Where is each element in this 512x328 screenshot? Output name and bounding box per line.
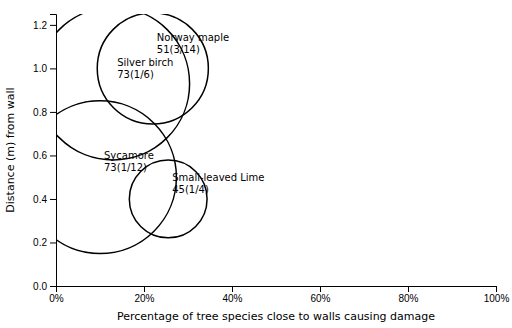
y-axis-title: Distance (m) from wall: [4, 87, 17, 212]
point-annotation: 73(1/12): [104, 162, 147, 173]
y-tick-label: 0.2: [33, 237, 47, 248]
y-tick-mark: [50, 155, 56, 156]
x-tick-mark: [496, 286, 497, 292]
y-tick-label: 0.0: [33, 281, 47, 292]
y-tick: 0.6: [33, 150, 56, 161]
point-annotation: 45(1/4): [172, 184, 209, 195]
point-label: Sycamore73(1/12): [104, 150, 154, 173]
y-axis-line: [50, 15, 57, 287]
x-axis-line: [57, 287, 497, 293]
x-tick-label: 100%: [484, 293, 510, 304]
bubble: [97, 14, 208, 124]
x-tick: 40%: [222, 286, 242, 304]
x-tick-mark: [408, 286, 409, 292]
y-tick-mark: [50, 68, 56, 69]
point-annotation: 51(3/14): [157, 44, 200, 55]
plot: 0% 20% 40% 60% 80% 100% 0.0 0.2 0.4 0.6 0.8 1.0 1.2 S…: [24, 7, 510, 304]
y-tick-mark: [50, 25, 56, 26]
x-tick: 60%: [310, 286, 330, 304]
x-tick-label: 20%: [134, 293, 154, 304]
y-tick-mark: [50, 242, 56, 243]
point-name: Norway maple: [157, 32, 229, 43]
labels: Silver birch73(1/6)Norway maple51(3/14)S…: [104, 32, 264, 195]
point-label: Small-leaved Lime45(1/4): [172, 172, 264, 195]
y-tick: 1.2: [33, 20, 56, 31]
point-label: Norway maple51(3/14): [157, 32, 229, 55]
y-tick-label: 1.2: [33, 20, 47, 31]
x-tick-label: 0%: [49, 293, 64, 304]
x-tick-label: 60%: [310, 293, 330, 304]
x-axis-title: Percentage of tree species close to wall…: [117, 310, 435, 323]
y-tick: 0.0: [33, 281, 56, 292]
x-tick-mark: [232, 286, 233, 292]
x-axis: 0% 20% 40% 60% 80% 100%: [49, 286, 509, 304]
y-tick-mark: [50, 112, 56, 113]
x-tick: 20%: [134, 286, 154, 304]
y-tick: 0.4: [33, 194, 56, 205]
y-tick-mark: [50, 199, 56, 200]
y-axis: 0.0 0.2 0.4 0.6 0.8 1.0 1.2: [33, 15, 56, 292]
x-tick-label: 40%: [222, 293, 242, 304]
y-tick-label: 0.6: [33, 150, 47, 161]
x-tick-mark: [144, 286, 145, 292]
x-tick: 80%: [398, 286, 418, 304]
point-name: Sycamore: [104, 150, 154, 161]
y-tick-label: 1.0: [33, 63, 47, 74]
point-label: Silver birch73(1/6): [117, 57, 173, 80]
y-tick: 1.0: [33, 63, 56, 74]
x-tick: 0%: [49, 286, 64, 304]
y-tick-label: 0.4: [33, 194, 47, 205]
point-name: Small-leaved Lime: [172, 172, 264, 183]
x-tick: 100%: [484, 286, 510, 304]
y-tick: 0.8: [33, 107, 56, 118]
marks: [56, 14, 208, 254]
y-tick-label: 0.8: [33, 107, 47, 118]
y-tick: 0.2: [33, 237, 56, 248]
chart: 0% 20% 40% 60% 80% 100% 0.0 0.2 0.4 0.6 0.8 1.0 1.2 S…: [0, 0, 512, 328]
bubble: [56, 101, 176, 254]
x-tick-mark: [320, 286, 321, 292]
y-tick-mark: [50, 286, 56, 287]
point-annotation: 73(1/6): [117, 69, 154, 80]
x-tick-label: 80%: [398, 293, 418, 304]
point-name: Silver birch: [117, 57, 173, 68]
